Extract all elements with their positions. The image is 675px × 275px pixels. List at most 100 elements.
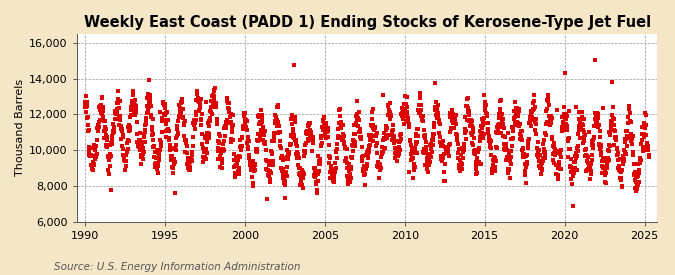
Point [566,165,576,169]
Point [571,150,582,155]
Point [224,115,235,120]
Point [148,155,159,159]
Point [608,116,618,120]
Point [134,137,145,142]
Point [429,104,440,109]
Point [120,164,131,168]
Point [600,181,611,185]
Point [340,146,350,151]
Point [508,128,518,133]
Point [161,122,172,126]
Point [298,153,309,158]
Point [184,168,194,172]
Point [392,149,403,153]
Point [410,146,421,150]
Point [299,149,310,153]
Point [479,93,489,97]
Point [634,171,645,175]
Point [80,94,91,98]
Point [244,163,255,167]
Point [442,148,453,153]
Point [417,114,428,118]
Point [146,125,157,129]
Point [502,166,513,171]
Point [624,111,635,115]
Point [461,104,472,108]
Point [327,175,338,180]
Point [141,111,152,115]
Point [332,147,343,151]
Point [109,125,119,129]
Point [285,143,296,147]
Point [537,158,548,163]
Point [605,133,616,138]
Point [518,155,529,159]
Point [436,153,447,158]
Point [196,118,207,123]
Point [507,144,518,148]
Point [88,168,99,173]
Point [501,146,512,151]
Point [531,117,541,121]
Point [460,136,471,141]
Point [116,127,127,131]
Point [522,159,533,164]
Point [198,160,209,164]
Point [80,105,90,109]
Point [463,109,474,114]
Point [611,138,622,142]
Point [532,146,543,150]
Point [389,133,400,138]
Point [419,135,430,140]
Point [256,119,267,124]
Point [483,138,494,142]
Point [352,117,362,121]
Point [174,103,185,107]
Point [537,167,548,171]
Point [471,170,482,175]
Point [169,191,180,196]
Point [637,145,648,149]
Point [538,150,549,154]
Point [476,124,487,129]
Point [142,108,153,112]
Point [138,151,148,156]
Point [272,104,283,109]
Point [500,144,511,148]
Point [464,113,475,118]
Point [218,148,229,153]
Point [363,150,374,154]
Point [247,168,258,172]
Point [546,121,557,126]
Point [94,105,105,109]
Point [533,164,544,168]
Point [562,124,572,128]
Point [565,164,576,169]
Point [443,147,454,151]
Point [265,162,276,166]
Point [361,164,372,168]
Point [414,110,425,114]
Point [319,131,330,136]
Point [220,126,231,131]
Point [140,116,151,120]
Point [346,165,356,169]
Point [421,148,431,153]
Point [269,113,280,118]
Point [254,135,265,139]
Point [494,111,505,116]
Point [203,121,214,125]
Point [304,128,315,132]
Point [152,147,163,152]
Point [607,79,618,84]
Point [374,176,385,180]
Point [622,121,633,125]
Point [289,63,300,68]
Point [466,124,477,128]
Point [445,110,456,115]
Point [572,146,583,150]
Point [273,103,284,108]
Point [505,158,516,163]
Point [484,133,495,138]
Point [635,157,646,162]
